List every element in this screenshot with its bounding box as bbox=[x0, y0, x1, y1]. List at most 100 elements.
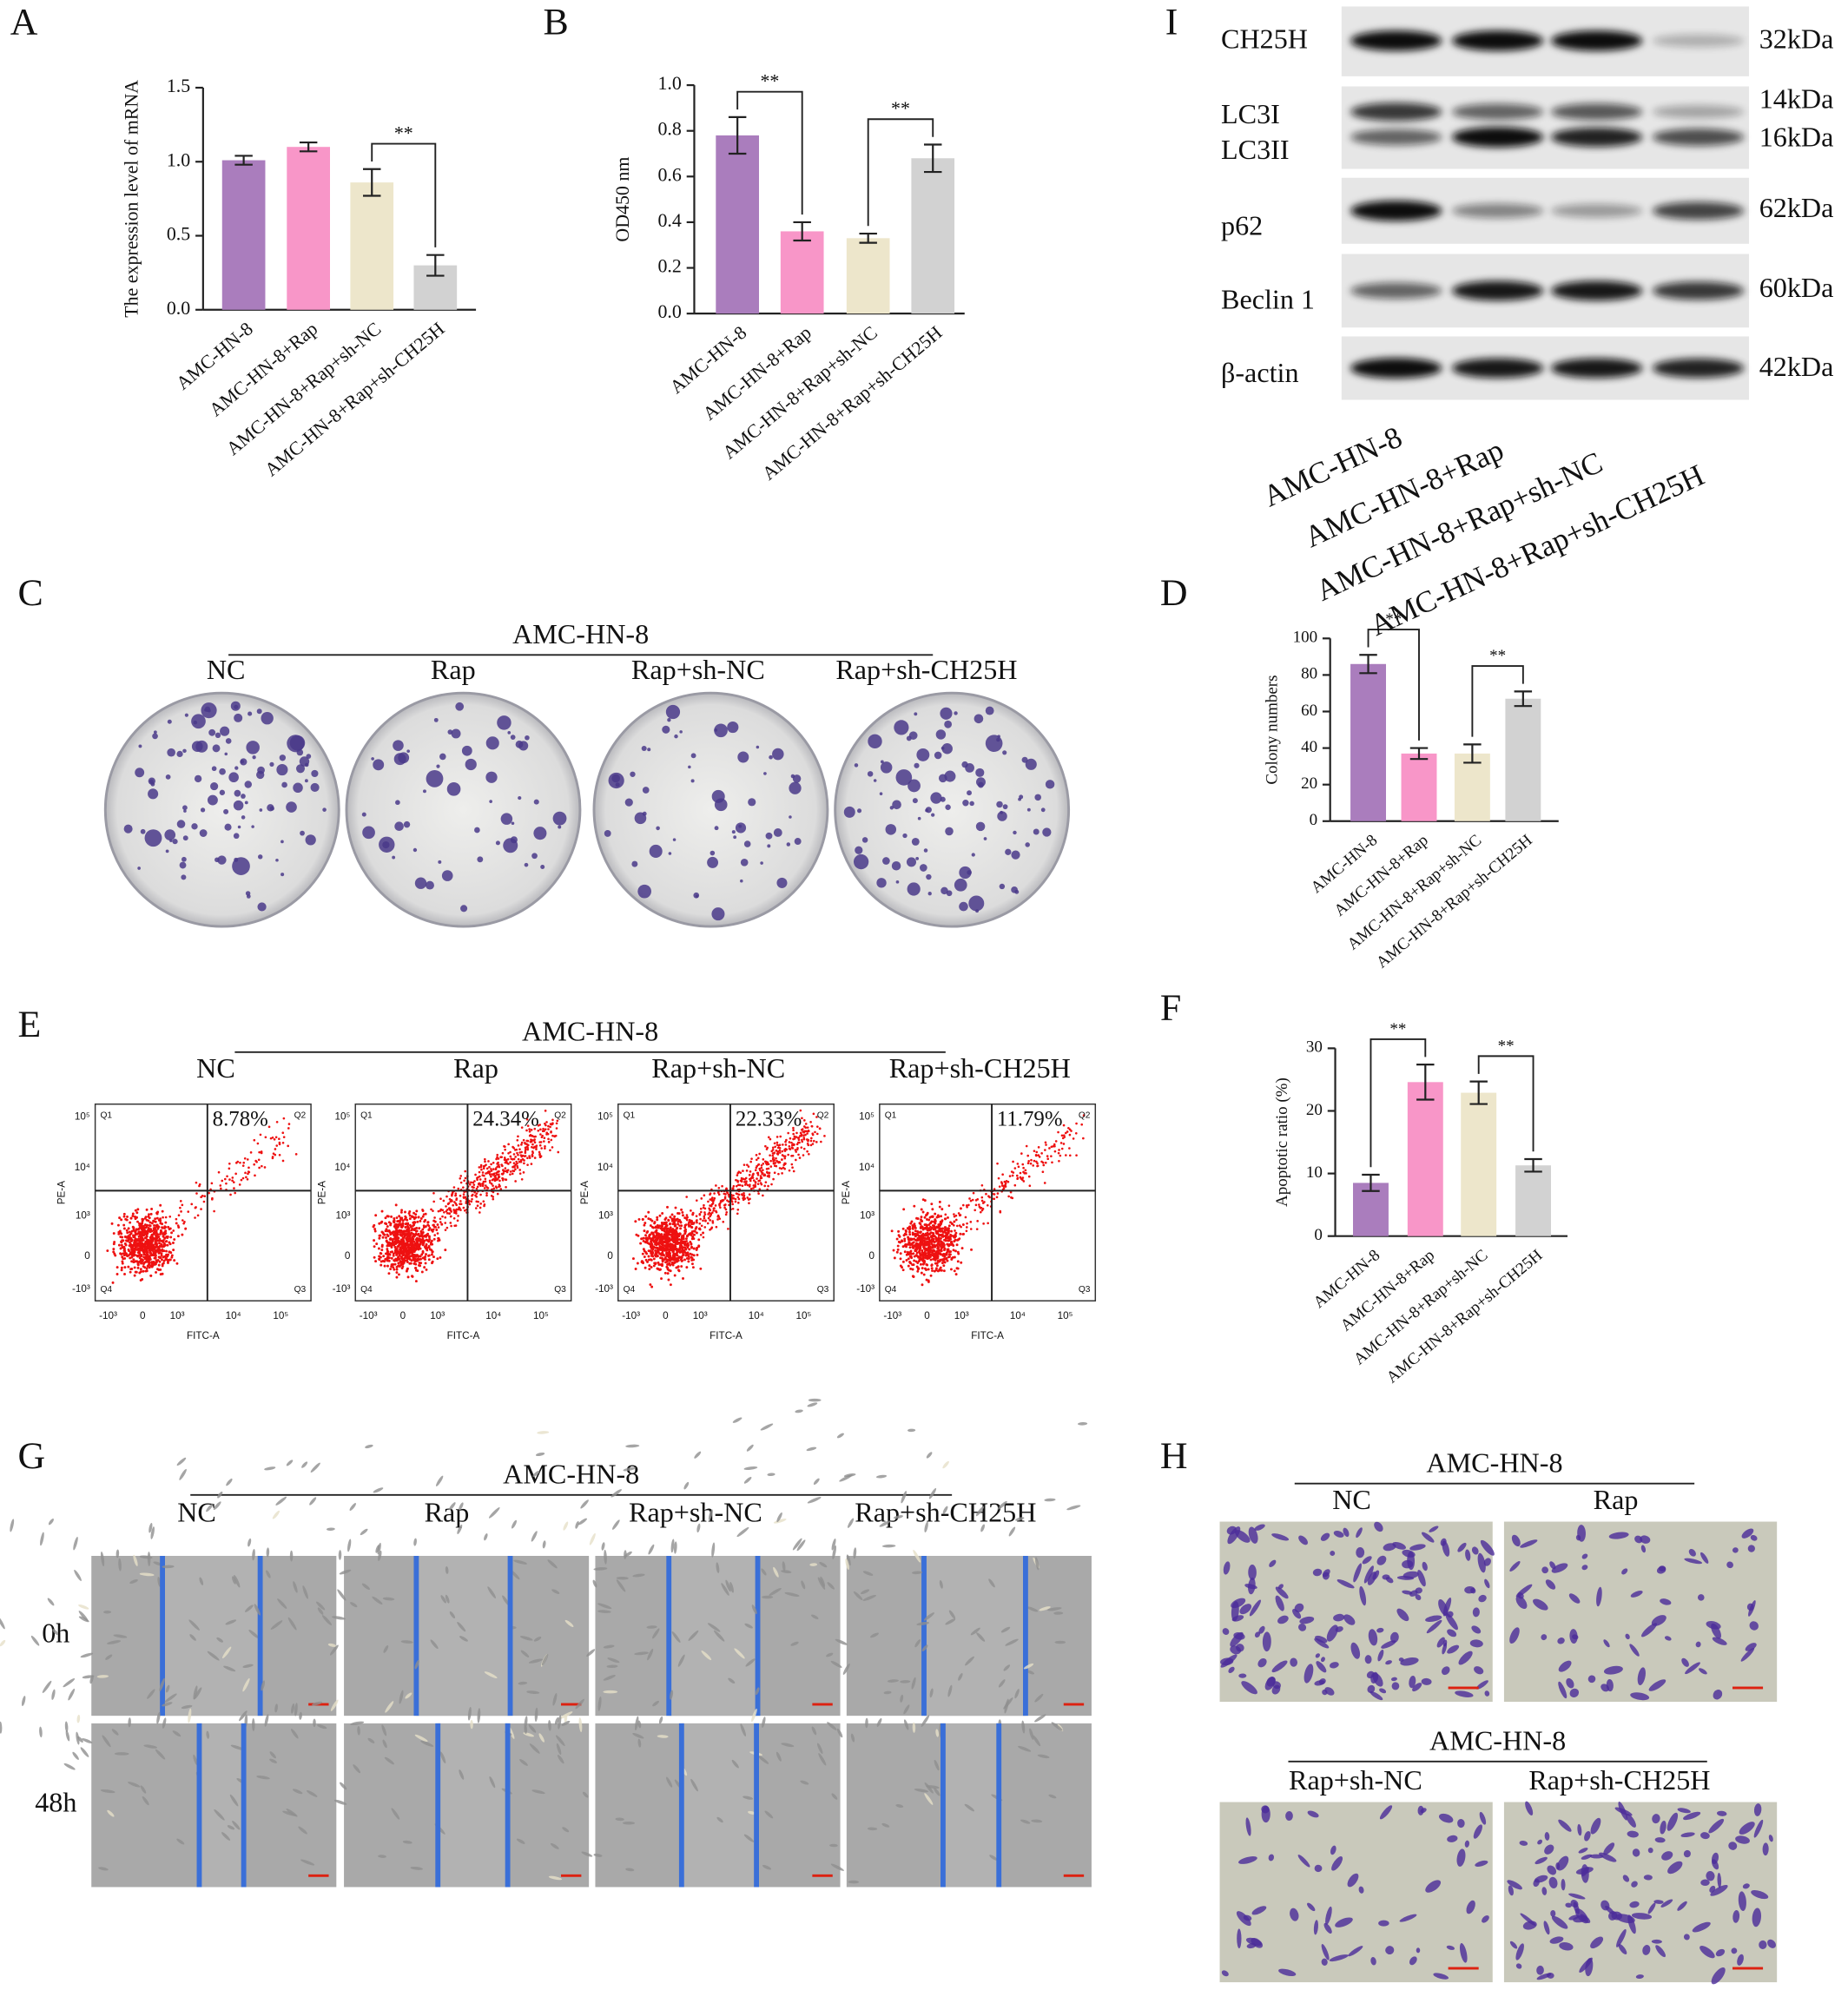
event bbox=[130, 1255, 134, 1259]
event bbox=[154, 1254, 157, 1257]
event bbox=[383, 1260, 386, 1263]
cell bbox=[73, 1536, 78, 1551]
event bbox=[169, 1236, 173, 1239]
event bbox=[138, 1256, 142, 1260]
event bbox=[524, 1155, 527, 1157]
cell bbox=[436, 1475, 444, 1486]
event bbox=[492, 1177, 495, 1181]
x-axis-label: FITC-A bbox=[710, 1330, 742, 1341]
colony bbox=[789, 815, 792, 819]
event bbox=[392, 1254, 395, 1257]
event bbox=[152, 1250, 155, 1254]
event bbox=[921, 1239, 925, 1242]
event bbox=[540, 1136, 544, 1139]
event bbox=[901, 1239, 903, 1242]
event bbox=[155, 1216, 159, 1220]
colony bbox=[667, 718, 671, 722]
event bbox=[432, 1228, 435, 1231]
error-bar bbox=[426, 254, 445, 277]
event bbox=[494, 1167, 498, 1170]
event bbox=[405, 1216, 407, 1219]
event bbox=[515, 1148, 518, 1151]
event bbox=[399, 1225, 403, 1229]
event bbox=[556, 1119, 559, 1123]
colony bbox=[257, 902, 267, 912]
event bbox=[282, 1136, 286, 1138]
event bbox=[450, 1224, 452, 1228]
event bbox=[520, 1126, 524, 1129]
event bbox=[932, 1249, 935, 1252]
colony bbox=[789, 781, 802, 794]
event bbox=[526, 1146, 529, 1150]
event bbox=[391, 1250, 394, 1254]
event bbox=[656, 1216, 659, 1219]
event bbox=[457, 1187, 460, 1190]
event bbox=[636, 1262, 639, 1265]
event bbox=[194, 1216, 196, 1219]
event bbox=[1046, 1157, 1050, 1161]
event bbox=[110, 1222, 114, 1225]
event bbox=[711, 1202, 715, 1205]
event bbox=[119, 1247, 122, 1250]
event bbox=[135, 1243, 138, 1247]
event bbox=[750, 1157, 753, 1160]
event bbox=[1072, 1137, 1075, 1140]
event bbox=[472, 1186, 475, 1189]
event bbox=[122, 1245, 126, 1249]
event bbox=[421, 1231, 424, 1235]
event bbox=[168, 1258, 171, 1262]
event bbox=[939, 1266, 942, 1269]
y-tick-label: 10⁴ bbox=[597, 1162, 613, 1173]
event bbox=[181, 1233, 184, 1236]
event bbox=[809, 1139, 813, 1143]
event bbox=[645, 1252, 649, 1255]
event bbox=[210, 1182, 214, 1185]
event bbox=[496, 1165, 499, 1169]
event bbox=[124, 1217, 128, 1221]
event bbox=[784, 1162, 787, 1165]
event bbox=[738, 1183, 742, 1187]
event bbox=[139, 1268, 142, 1271]
event bbox=[436, 1257, 439, 1261]
event bbox=[980, 1196, 984, 1199]
event bbox=[730, 1196, 734, 1200]
event bbox=[155, 1268, 159, 1271]
event bbox=[749, 1160, 752, 1163]
event bbox=[908, 1230, 911, 1234]
event bbox=[748, 1185, 751, 1188]
event bbox=[454, 1194, 458, 1197]
colony bbox=[540, 865, 545, 869]
event bbox=[665, 1243, 669, 1247]
event bbox=[661, 1212, 664, 1215]
event bbox=[418, 1258, 421, 1262]
colony bbox=[233, 800, 244, 811]
event bbox=[432, 1200, 435, 1203]
event bbox=[691, 1236, 695, 1240]
event bbox=[507, 1151, 510, 1155]
colony bbox=[426, 769, 444, 787]
event bbox=[1016, 1176, 1020, 1180]
event bbox=[555, 1122, 558, 1125]
event bbox=[647, 1210, 650, 1214]
quadrant-percentage: 24.34% bbox=[472, 1107, 539, 1130]
event bbox=[760, 1163, 763, 1167]
colony bbox=[737, 751, 749, 763]
event bbox=[551, 1134, 554, 1137]
colony bbox=[714, 723, 728, 738]
event bbox=[509, 1161, 512, 1163]
event bbox=[179, 1206, 182, 1209]
event bbox=[1019, 1171, 1022, 1175]
event bbox=[812, 1139, 815, 1143]
colony bbox=[920, 864, 927, 872]
event bbox=[685, 1218, 689, 1222]
event bbox=[221, 1179, 224, 1183]
event bbox=[155, 1239, 158, 1242]
colony bbox=[322, 807, 327, 812]
event bbox=[722, 1198, 725, 1202]
cell bbox=[176, 1457, 187, 1466]
colony bbox=[927, 892, 932, 896]
cell bbox=[338, 1550, 342, 1560]
event bbox=[1057, 1130, 1059, 1134]
event bbox=[143, 1245, 147, 1249]
event bbox=[412, 1244, 415, 1248]
